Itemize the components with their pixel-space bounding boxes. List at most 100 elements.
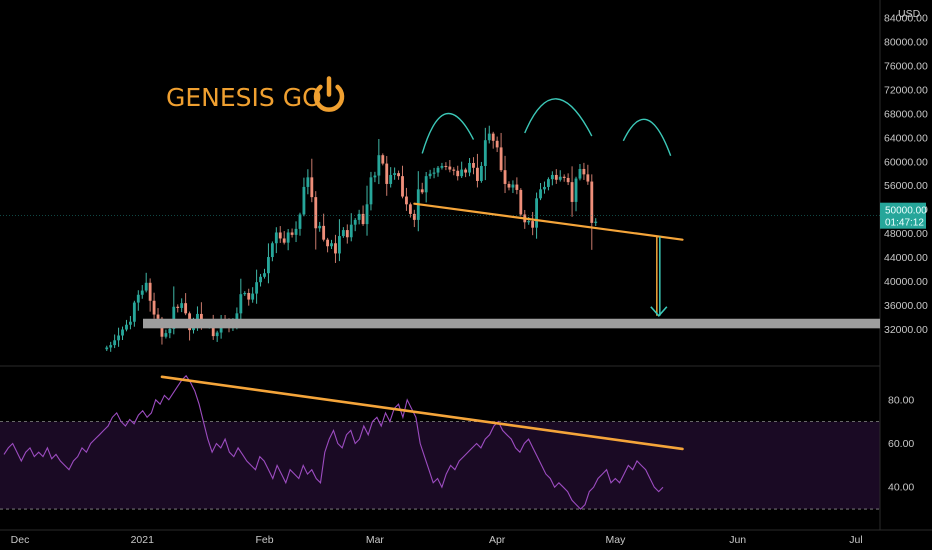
candle[interactable] (148, 282, 152, 301)
candle[interactable] (322, 225, 326, 240)
candle[interactable] (483, 140, 487, 166)
candle[interactable] (314, 197, 318, 229)
candle[interactable] (243, 292, 247, 295)
candle[interactable] (357, 213, 361, 220)
candle[interactable] (440, 165, 444, 168)
candle[interactable] (196, 313, 199, 323)
candle[interactable] (365, 204, 369, 225)
candle[interactable] (180, 303, 184, 308)
candle[interactable] (594, 221, 598, 223)
candle[interactable] (408, 204, 412, 214)
candle[interactable] (330, 243, 333, 247)
rsi-line[interactable] (3, 374, 664, 510)
candle[interactable] (152, 300, 156, 315)
candle[interactable] (582, 168, 586, 175)
candle[interactable] (468, 162, 471, 173)
candle[interactable] (558, 176, 562, 180)
candle[interactable] (267, 257, 270, 274)
candle[interactable] (401, 176, 404, 197)
candle[interactable] (539, 189, 542, 199)
candle[interactable] (452, 169, 456, 171)
candle[interactable] (168, 328, 172, 334)
candle[interactable] (420, 189, 424, 193)
candle[interactable] (144, 282, 148, 291)
candle[interactable] (140, 290, 144, 295)
candle[interactable] (574, 178, 578, 202)
candle[interactable] (381, 155, 385, 164)
candle[interactable] (460, 169, 464, 177)
candle[interactable] (310, 177, 314, 198)
candle[interactable] (349, 224, 353, 238)
candle[interactable] (306, 177, 310, 187)
candle[interactable] (156, 314, 160, 319)
candle[interactable] (503, 170, 507, 184)
candle[interactable] (491, 133, 495, 141)
candle[interactable] (172, 306, 176, 329)
candle[interactable] (436, 167, 440, 173)
candle[interactable] (239, 294, 243, 314)
candle[interactable] (251, 293, 255, 300)
candle[interactable] (448, 166, 452, 170)
rsi-pane[interactable] (0, 374, 880, 510)
candle[interactable] (405, 196, 408, 205)
candle[interactable] (302, 186, 306, 215)
candle[interactable] (125, 324, 128, 330)
candle[interactable] (164, 333, 168, 337)
candle[interactable] (550, 174, 554, 180)
candle[interactable] (255, 282, 259, 294)
candle[interactable] (397, 173, 400, 177)
candle[interactable] (566, 177, 570, 183)
candle[interactable] (132, 302, 136, 322)
candle[interactable] (389, 174, 393, 184)
candle[interactable] (562, 176, 566, 178)
candle[interactable] (117, 335, 121, 341)
candle[interactable] (570, 182, 574, 202)
candle[interactable] (326, 239, 330, 247)
candle[interactable] (247, 292, 251, 300)
candle[interactable] (263, 273, 266, 277)
candle[interactable] (278, 232, 282, 239)
candle[interactable] (113, 340, 117, 346)
candle[interactable] (109, 345, 113, 348)
candle[interactable] (412, 213, 416, 220)
candle[interactable] (345, 230, 349, 238)
candle[interactable] (586, 174, 590, 182)
candle[interactable] (432, 172, 436, 174)
candle[interactable] (298, 214, 302, 229)
candle[interactable] (136, 294, 140, 303)
candle[interactable] (377, 155, 381, 176)
candle[interactable] (479, 165, 483, 181)
candle[interactable] (353, 219, 357, 225)
candle[interactable] (546, 179, 550, 187)
candle[interactable] (286, 232, 290, 243)
candle[interactable] (543, 186, 546, 190)
candle[interactable] (294, 228, 298, 235)
candle[interactable] (531, 221, 535, 228)
candle[interactable] (361, 213, 365, 225)
candle[interactable] (472, 162, 475, 168)
candle[interactable] (337, 236, 341, 254)
candle[interactable] (507, 183, 511, 188)
candle[interactable] (385, 163, 389, 184)
candle[interactable] (393, 173, 397, 175)
candle[interactable] (515, 184, 519, 190)
candle[interactable] (184, 303, 188, 314)
candle[interactable] (128, 321, 132, 325)
candle[interactable] (424, 176, 428, 193)
candle[interactable] (590, 181, 594, 223)
candle[interactable] (215, 332, 219, 337)
candle[interactable] (554, 174, 558, 180)
candle[interactable] (456, 170, 460, 177)
candle[interactable] (519, 189, 523, 215)
candle[interactable] (282, 238, 286, 243)
candle[interactable] (290, 232, 294, 235)
candle[interactable] (318, 225, 322, 229)
candle[interactable] (578, 168, 582, 179)
candle[interactable] (487, 133, 491, 141)
candle[interactable] (428, 173, 432, 177)
candle[interactable] (535, 198, 539, 228)
candle[interactable] (176, 306, 180, 308)
candle[interactable] (105, 347, 109, 350)
candle[interactable] (527, 221, 531, 223)
